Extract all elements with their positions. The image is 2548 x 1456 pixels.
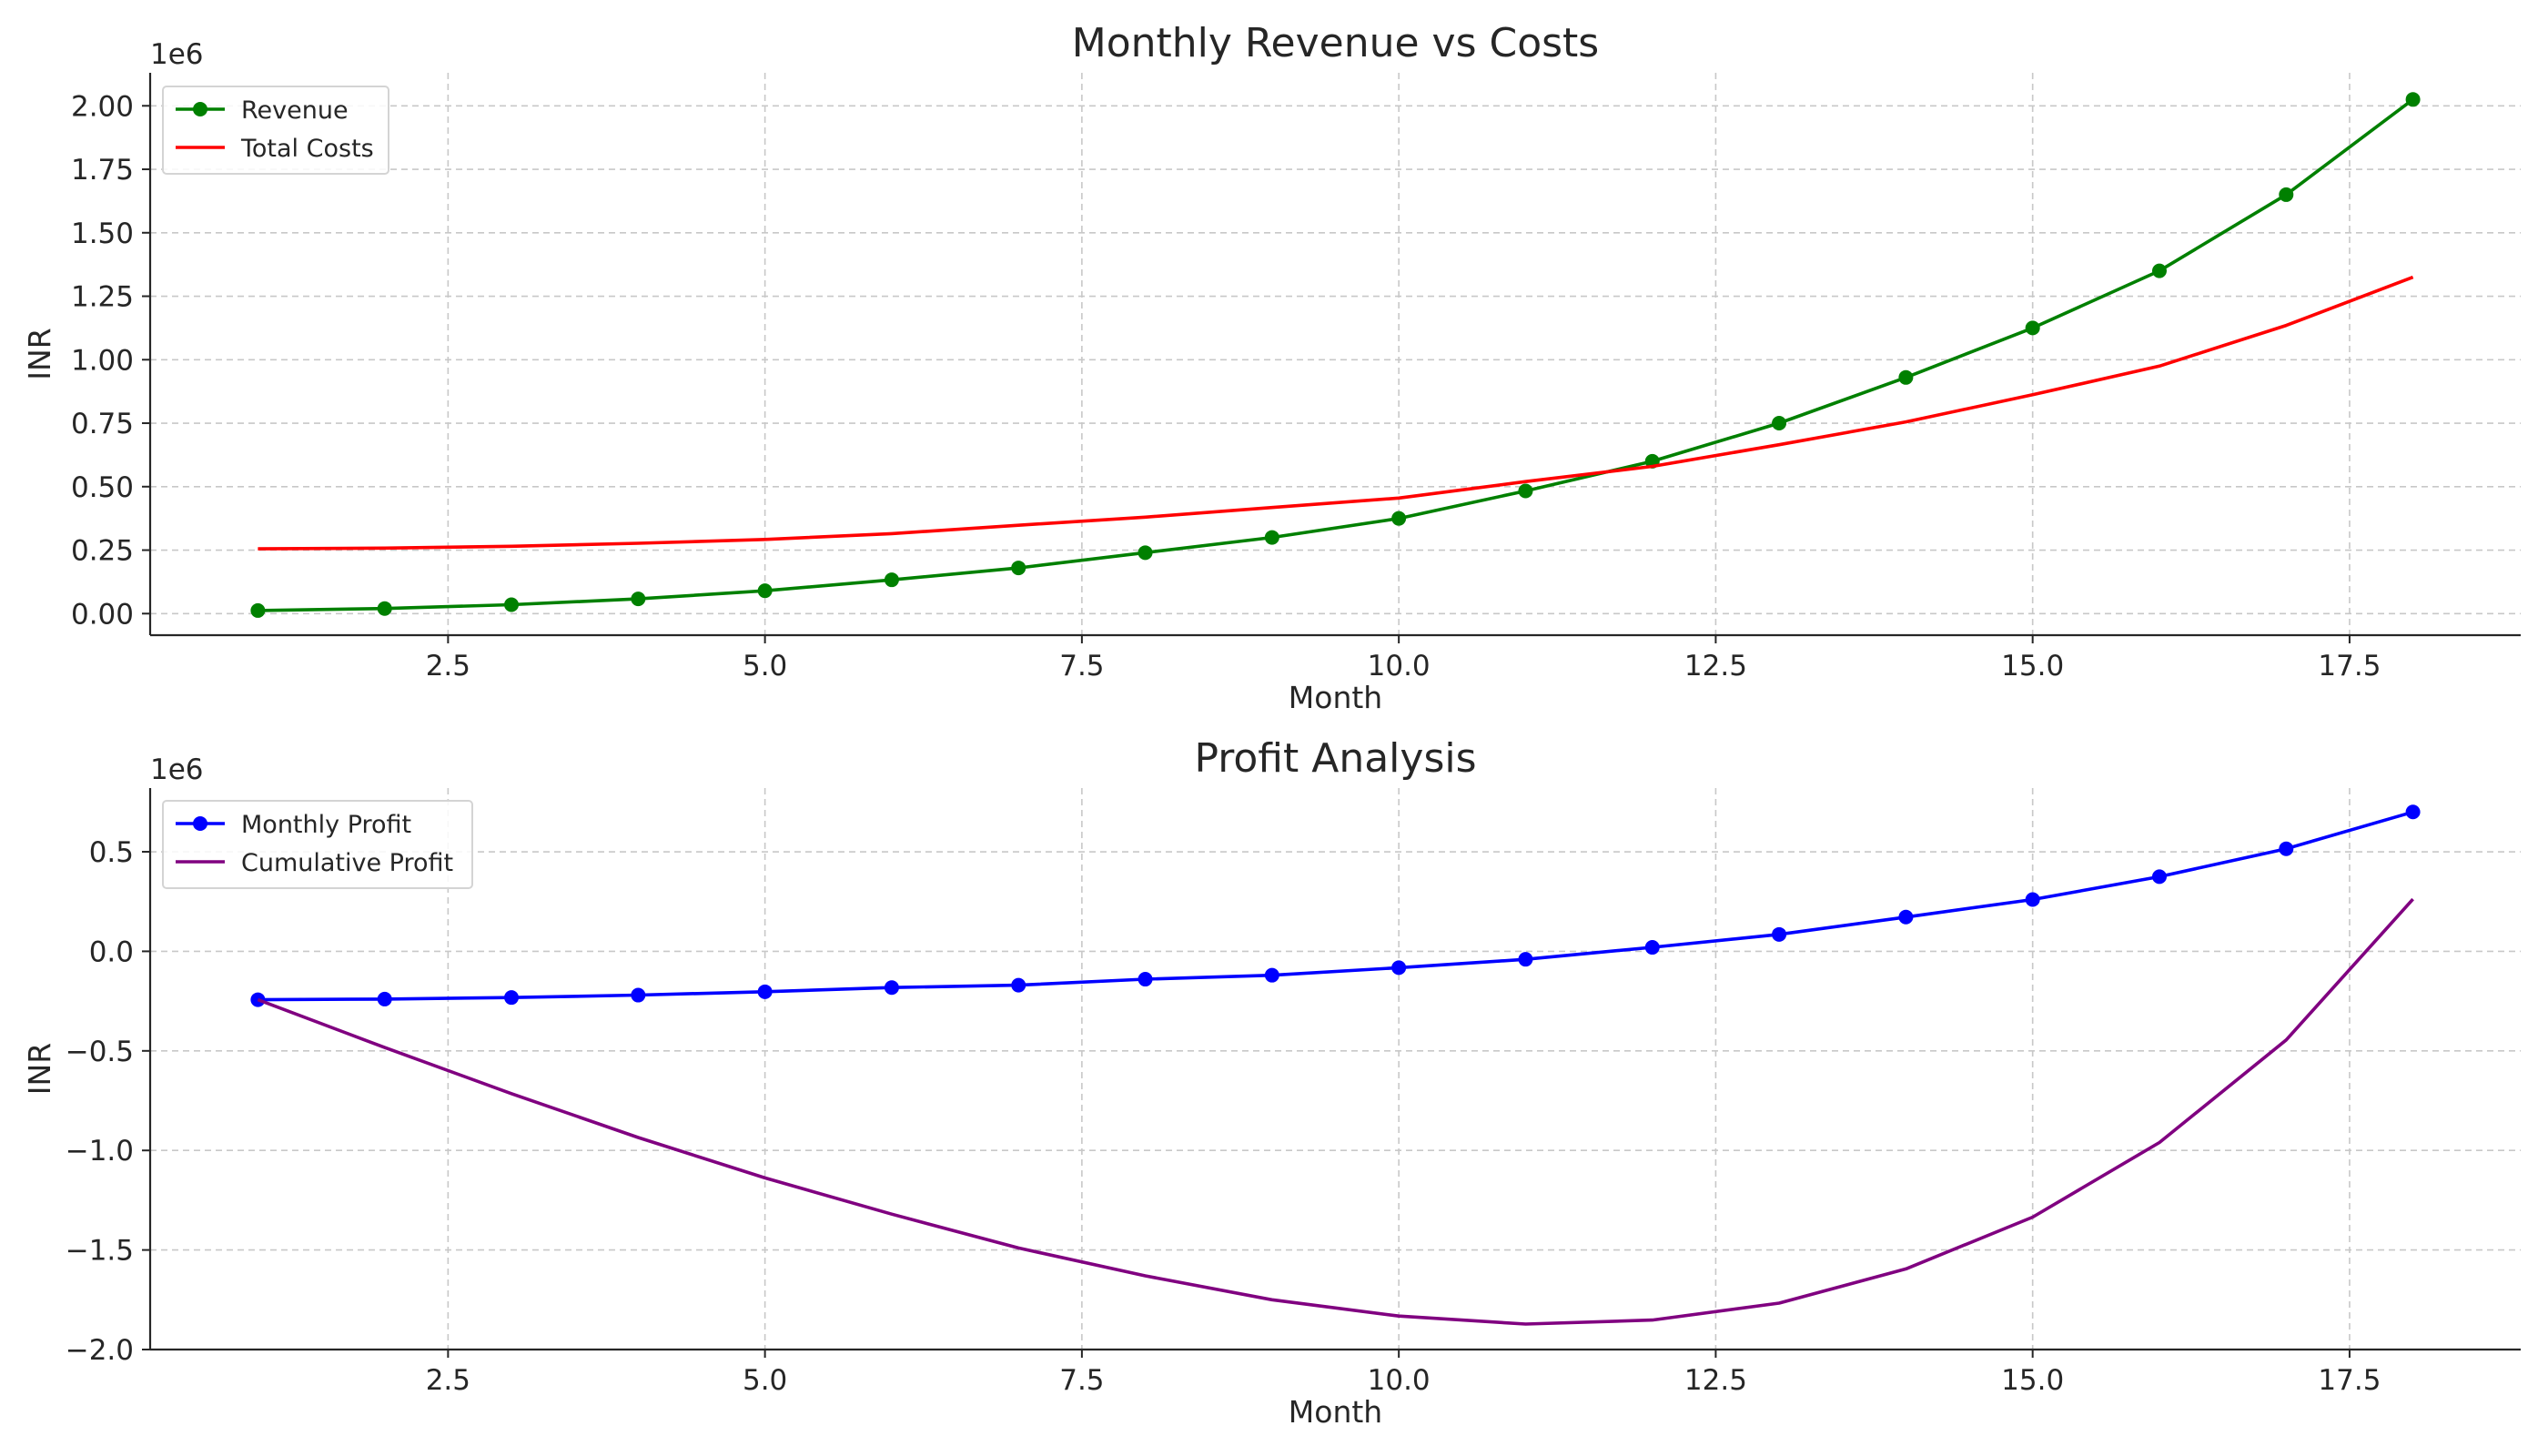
y-tick-label: 0.0 <box>89 935 134 968</box>
y-tick-label: −0.5 <box>66 1036 134 1068</box>
monthly-profit-point <box>1518 952 1533 967</box>
revenue-point <box>377 601 392 616</box>
x-tick-label: 5.0 <box>743 650 787 682</box>
revenue-point <box>2151 263 2167 278</box>
x-tick-label: 2.5 <box>426 1364 470 1397</box>
monthly-profit-point <box>1011 977 1026 993</box>
y-offset-label: 1e6 <box>150 38 204 71</box>
monthly-profit-point <box>2151 869 2167 885</box>
x-tick-label: 12.5 <box>1684 650 1747 682</box>
y-tick-label: 0.5 <box>89 836 134 869</box>
monthly-profit-line <box>258 810 2414 1002</box>
y-axis-label: INR <box>22 328 57 379</box>
y-tick-label: −2.0 <box>66 1334 134 1367</box>
revenue-point <box>1391 511 1407 526</box>
monthly-profit-point <box>631 987 646 1003</box>
profit-analysis-chart: 2.5 5.0 7.5 10.0 12.5 15.0 17.5 −2.0 −1.5 −1.0 −0.… <box>22 735 2521 1430</box>
monthly-profit-point <box>2279 841 2294 856</box>
monthly-profit-point <box>1772 926 1787 942</box>
revenue-point <box>2025 320 2040 336</box>
monthly-profit-point <box>757 984 773 999</box>
revenue-point <box>250 602 266 618</box>
y-tick-label: 0.75 <box>71 408 134 440</box>
x-tick-label: 10.0 <box>1368 1364 1431 1397</box>
legend-marker-revenue <box>193 102 207 116</box>
revenue-point <box>1898 369 1914 385</box>
revenue-point <box>1772 416 1787 431</box>
y-tick-label: 0.00 <box>71 598 134 631</box>
revenue-costs-chart: 2.5 5.0 7.5 10.0 12.5 15.0 17.5 0.00 0.25 0.50 0.7… <box>22 20 2521 715</box>
legend-label-total-costs: Total Costs <box>240 135 374 163</box>
revenue-point <box>884 572 899 588</box>
monthly-profit-point <box>377 991 392 1006</box>
y-tick-label: 0.50 <box>71 471 134 504</box>
x-tick-label: 12.5 <box>1684 1364 1747 1397</box>
y-tick-label: 0.25 <box>71 535 134 568</box>
y-tick-label: 1.25 <box>71 281 134 314</box>
legend-label-cumulative-profit: Cumulative Profit <box>241 849 453 877</box>
y-offset-label: 1e6 <box>150 753 204 786</box>
y-tick-label: 1.00 <box>71 344 134 377</box>
monthly-profit-point <box>884 980 899 996</box>
monthly-profit-point <box>1644 940 1660 956</box>
monthly-profit-point <box>2405 804 2421 820</box>
chart-title: Monthly Revenue vs Costs <box>1072 20 1599 66</box>
y-tick-label: 1.75 <box>71 154 134 187</box>
x-tick-label: 15.0 <box>2001 1364 2064 1397</box>
total-costs-line <box>258 275 2414 551</box>
revenue-point <box>1518 483 1533 499</box>
x-tick-label: 10.0 <box>1368 650 1431 682</box>
legend-label-revenue: Revenue <box>241 96 349 125</box>
y-tick-label: 1.50 <box>71 217 134 250</box>
revenue-point <box>1011 561 1026 576</box>
x-tick-label: 17.5 <box>2318 650 2381 682</box>
legend-marker-monthly-profit <box>193 816 207 831</box>
revenue-point <box>504 597 520 612</box>
chart-title: Profit Analysis <box>1194 735 1476 782</box>
revenue-point <box>631 592 646 607</box>
legend-box <box>162 800 473 889</box>
revenue-point <box>1138 545 1153 561</box>
revenue-point <box>1264 530 1279 545</box>
x-axis-label: Month <box>1289 1394 1382 1430</box>
monthly-profit-point <box>1391 960 1407 976</box>
y-axis-label: INR <box>22 1043 57 1095</box>
monthly-profit-point <box>504 990 520 1006</box>
x-tick-label: 17.5 <box>2318 1364 2381 1397</box>
x-tick-label: 7.5 <box>1059 1364 1104 1397</box>
monthly-profit-point <box>2025 892 2040 907</box>
legend-label-monthly-profit: Monthly Profit <box>241 811 411 839</box>
revenue-point <box>2405 92 2421 107</box>
y-tick-label: −1.5 <box>66 1235 134 1268</box>
x-tick-label: 2.5 <box>426 650 470 682</box>
revenue-line <box>258 97 2414 612</box>
revenue-point <box>757 583 773 599</box>
x-tick-label: 7.5 <box>1059 650 1104 682</box>
revenue-point <box>2279 187 2294 202</box>
x-tick-label: 5.0 <box>743 1364 787 1397</box>
monthly-profit-point <box>1138 972 1153 987</box>
cumulative-profit-line <box>257 897 2414 1326</box>
x-tick-label: 15.0 <box>2001 650 2064 682</box>
monthly-profit-point <box>1264 967 1279 983</box>
x-axis-label: Month <box>1289 680 1382 715</box>
y-tick-label: −1.0 <box>66 1135 134 1168</box>
monthly-profit-point <box>1898 909 1914 925</box>
y-tick-label: 2.00 <box>71 90 134 123</box>
